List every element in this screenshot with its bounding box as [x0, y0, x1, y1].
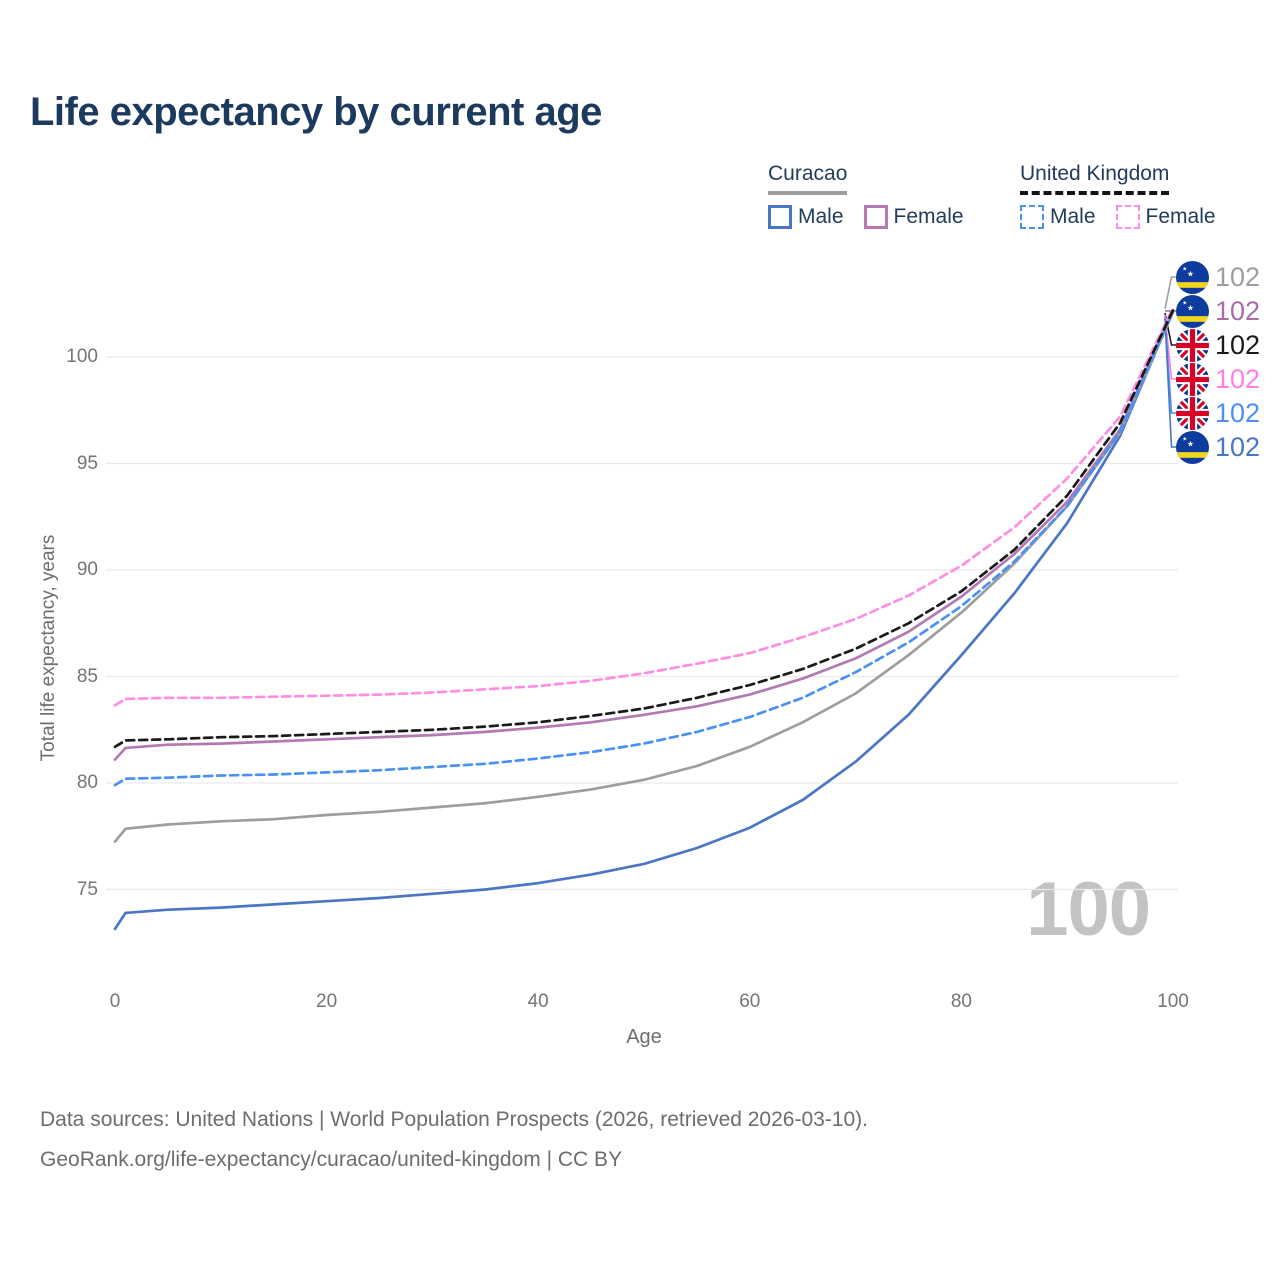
flag-icon-uk: [1176, 397, 1209, 430]
series-line-uk-both: [113, 308, 1175, 749]
x-axis-title: Age: [626, 1026, 662, 1048]
x-tick-0: 0: [109, 991, 121, 1012]
end-label-row-curacao-male: 102: [1176, 430, 1260, 464]
flag-icon-uk: [1176, 329, 1209, 362]
legend-item-label: Female: [893, 205, 964, 228]
y-tick-100: 100: [66, 346, 98, 367]
uk-female-swatch-icon: [1115, 205, 1140, 229]
legend-item-uk-female[interactable]: Female: [1115, 205, 1216, 229]
x-tick-100: 100: [1157, 991, 1189, 1012]
series-line-curacao-male: [113, 309, 1175, 931]
flag-icon-curacao: [1176, 261, 1209, 294]
end-label-row-curacao-both: 102: [1176, 260, 1260, 294]
legend-item-label: Male: [1050, 205, 1096, 228]
uk-male-swatch-icon: [1020, 205, 1044, 229]
age-watermark: 100: [1026, 867, 1151, 952]
x-tick-80: 80: [950, 991, 972, 1012]
series-line-uk-female: [113, 306, 1175, 707]
end-label-value: 102: [1215, 397, 1261, 428]
end-label-row-curacao-female: 102: [1176, 294, 1260, 328]
legend-group-united-kingdom: United Kingdom Male Female: [1020, 162, 1216, 229]
end-label-value: 102: [1215, 295, 1261, 326]
footer-data-sources: Data sources: United Nations | World Pop…: [40, 1108, 869, 1131]
legend-item-label: Female: [1145, 205, 1216, 228]
end-label-row-uk-male: 102: [1176, 396, 1260, 430]
end-label-value: 102: [1215, 329, 1261, 360]
y-tick-85: 85: [76, 665, 98, 687]
series-line-curacao-female: [113, 308, 1175, 761]
legend-item-curacao-male[interactable]: Male: [768, 205, 844, 229]
legend-header-curacao[interactable]: Curacao: [768, 162, 848, 195]
legend-group-curacao: Curacao Male Female: [768, 162, 964, 229]
legend-item-label: Male: [798, 205, 844, 228]
curacao-female-swatch-icon: [863, 205, 888, 229]
y-tick-75: 75: [76, 878, 98, 900]
end-label-row-uk-female: 102: [1176, 362, 1260, 396]
y-axis-title: Total life expectancy, years: [38, 534, 59, 762]
end-label-value: 102: [1215, 431, 1261, 462]
end-label-row-uk-both: 102: [1176, 328, 1260, 362]
legend-item-curacao-female[interactable]: Female: [863, 205, 964, 229]
y-tick-80: 80: [76, 772, 98, 793]
legend-header-united-kingdom[interactable]: United Kingdom: [1020, 162, 1170, 195]
page-title: Life expectancy by current age: [30, 90, 602, 134]
x-tick-40: 40: [527, 991, 549, 1012]
y-tick-95: 95: [76, 452, 98, 474]
end-label-value: 102: [1215, 261, 1261, 292]
curacao-male-swatch-icon: [768, 205, 792, 229]
series-line-curacao-both: [113, 310, 1175, 843]
end-label-value: 102: [1215, 363, 1261, 394]
legend-item-uk-male[interactable]: Male: [1020, 205, 1096, 229]
y-tick-90: 90: [76, 559, 98, 580]
series-line-uk-male: [113, 309, 1175, 787]
x-tick-20: 20: [316, 991, 338, 1012]
series-lines: [113, 306, 1175, 931]
x-tick-60: 60: [739, 991, 761, 1012]
gridlines: [106, 356, 1178, 891]
flag-icon-uk: [1176, 363, 1209, 396]
flag-icon-curacao: [1176, 431, 1209, 464]
flag-icon-curacao: [1176, 295, 1209, 328]
footer-attribution: GeoRank.org/life-expectancy/curacao/unit…: [40, 1148, 623, 1171]
